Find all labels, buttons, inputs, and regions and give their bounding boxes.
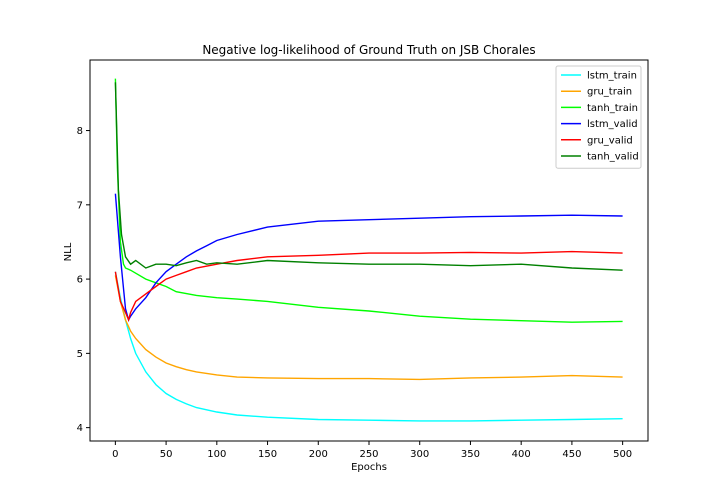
x-tick-label: 100 <box>207 449 226 460</box>
chart-title: Negative log-likelihood of Ground Truth … <box>202 43 535 57</box>
y-axis-label: NLL <box>63 242 74 261</box>
x-tick-label: 350 <box>461 449 480 460</box>
x-tick-label: 300 <box>410 449 429 460</box>
x-tick-label: 450 <box>562 449 581 460</box>
series-line-gru-valid <box>114 250 623 323</box>
x-tick-label: 150 <box>258 449 277 460</box>
series-line-tanh-train <box>114 78 623 323</box>
x-axis-label: Epochs <box>351 462 387 473</box>
legend-label: lstm_valid <box>587 119 638 130</box>
legend-label: tanh_train <box>587 103 638 114</box>
legend-label: tanh_valid <box>587 152 639 163</box>
y-tick-label: 7 <box>77 200 83 211</box>
y-tick-label: 5 <box>77 349 83 360</box>
x-tick-label: 0 <box>112 449 118 460</box>
y-tick-label: 4 <box>77 423 83 434</box>
series-line-gru-train <box>114 275 623 381</box>
y-tick-label: 6 <box>77 275 83 286</box>
legend: lstm_train gru_train tanh_train lstm_validg… <box>555 65 642 169</box>
series-line-tanh-valid <box>114 82 623 271</box>
x-tick-label: 250 <box>359 449 378 460</box>
x-tick-label: 400 <box>512 449 531 460</box>
x-tick-label: 50 <box>160 449 173 460</box>
legend-label: gru_train <box>587 87 632 98</box>
legend-label: lstm_train <box>587 71 637 82</box>
series-line-lstm-train <box>114 271 623 422</box>
x-tick-label: 500 <box>613 449 632 460</box>
plot-area: 0 50 100 150 200 250 300 350 400 450 500 4 5 6 7 8 <box>77 59 649 460</box>
x-tick-label: 200 <box>309 449 328 460</box>
legend-label: gru_valid <box>587 135 633 146</box>
y-tick-label: 8 <box>77 126 83 137</box>
